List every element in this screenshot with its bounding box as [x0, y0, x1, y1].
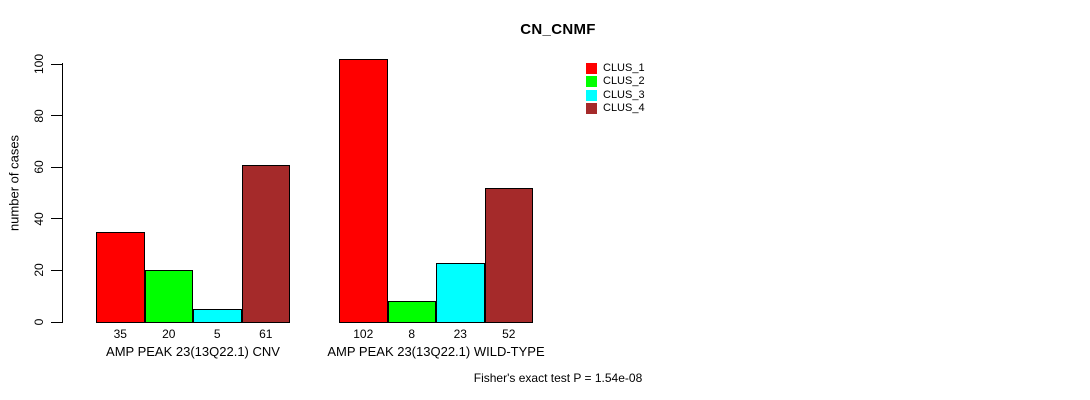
bar-clus_3-group2 — [436, 262, 485, 323]
legend-swatch-clus_1 — [586, 63, 597, 75]
legend-item-clus_1: CLUS_1 — [586, 62, 645, 75]
legend: CLUS_1 CLUS_2 CLUS_3 CLUS_4 — [586, 62, 645, 115]
bar-clus_4-group1 — [241, 164, 290, 323]
bar-clus_4-group2 — [484, 187, 533, 323]
bar-clus_1-group1 — [96, 231, 145, 323]
legend-swatch-clus_2 — [586, 76, 597, 88]
legend-label-clus_2: CLUS_2 — [603, 75, 645, 88]
y-tick-mark-60 — [51, 166, 62, 168]
y-tick-label-80: 80 — [32, 109, 46, 123]
y-tick-mark-40 — [51, 218, 62, 220]
bar-clus_1-group2 — [339, 59, 388, 323]
chart-title: CN_CNMF — [520, 21, 596, 38]
group-label-cnv: AMP PEAK 23(13Q22.1) CNV — [106, 344, 280, 359]
y-tick-mark-80 — [51, 115, 62, 117]
y-tick-mark-0 — [51, 321, 62, 323]
y-tick-label-0: 0 — [32, 318, 46, 326]
bar-clus_2-group2 — [387, 301, 436, 323]
bar-value-label-clus_1-group1: 35 — [113, 327, 127, 341]
bar-clus_2-group1 — [144, 270, 193, 323]
group-label-wild-type: AMP PEAK 23(13Q22.1) WILD-TYPE — [327, 344, 545, 359]
legend-swatch-clus_4 — [586, 103, 597, 115]
fisher-test-annotation: Fisher's exact test P = 1.54e-08 — [473, 371, 643, 385]
legend-item-clus_2: CLUS_2 — [586, 75, 645, 88]
legend-label-clus_1: CLUS_1 — [603, 62, 645, 75]
legend-item-clus_4: CLUS_4 — [586, 102, 645, 115]
y-tick-label-60: 60 — [32, 160, 46, 174]
legend-label-clus_3: CLUS_3 — [603, 88, 645, 101]
bar-value-label-clus_3-group2: 23 — [453, 327, 467, 341]
bar-value-label-clus_2-group2: 8 — [408, 327, 416, 341]
legend-label-clus_4: CLUS_4 — [603, 102, 645, 115]
bar-value-label-clus_4-group2: 52 — [502, 327, 516, 341]
bar-clus_3-group1 — [193, 309, 242, 323]
y-tick-label-20: 20 — [32, 263, 46, 278]
bar-value-label-clus_4-group1: 61 — [259, 327, 273, 341]
y-tick-mark-20 — [51, 269, 62, 271]
bar-value-label-clus_1-group2: 102 — [353, 327, 374, 341]
y-tick-label-100: 100 — [32, 54, 46, 75]
legend-item-clus_3: CLUS_3 — [586, 89, 645, 102]
y-axis-title: number of cases — [6, 134, 22, 232]
y-tick-label-40: 40 — [32, 212, 46, 226]
bar-value-label-clus_3-group1: 5 — [213, 327, 221, 341]
legend-swatch-clus_3 — [586, 89, 597, 101]
y-axis-line — [62, 63, 63, 323]
bar-value-label-clus_2-group1: 20 — [162, 327, 176, 341]
y-tick-mark-100 — [51, 63, 62, 65]
